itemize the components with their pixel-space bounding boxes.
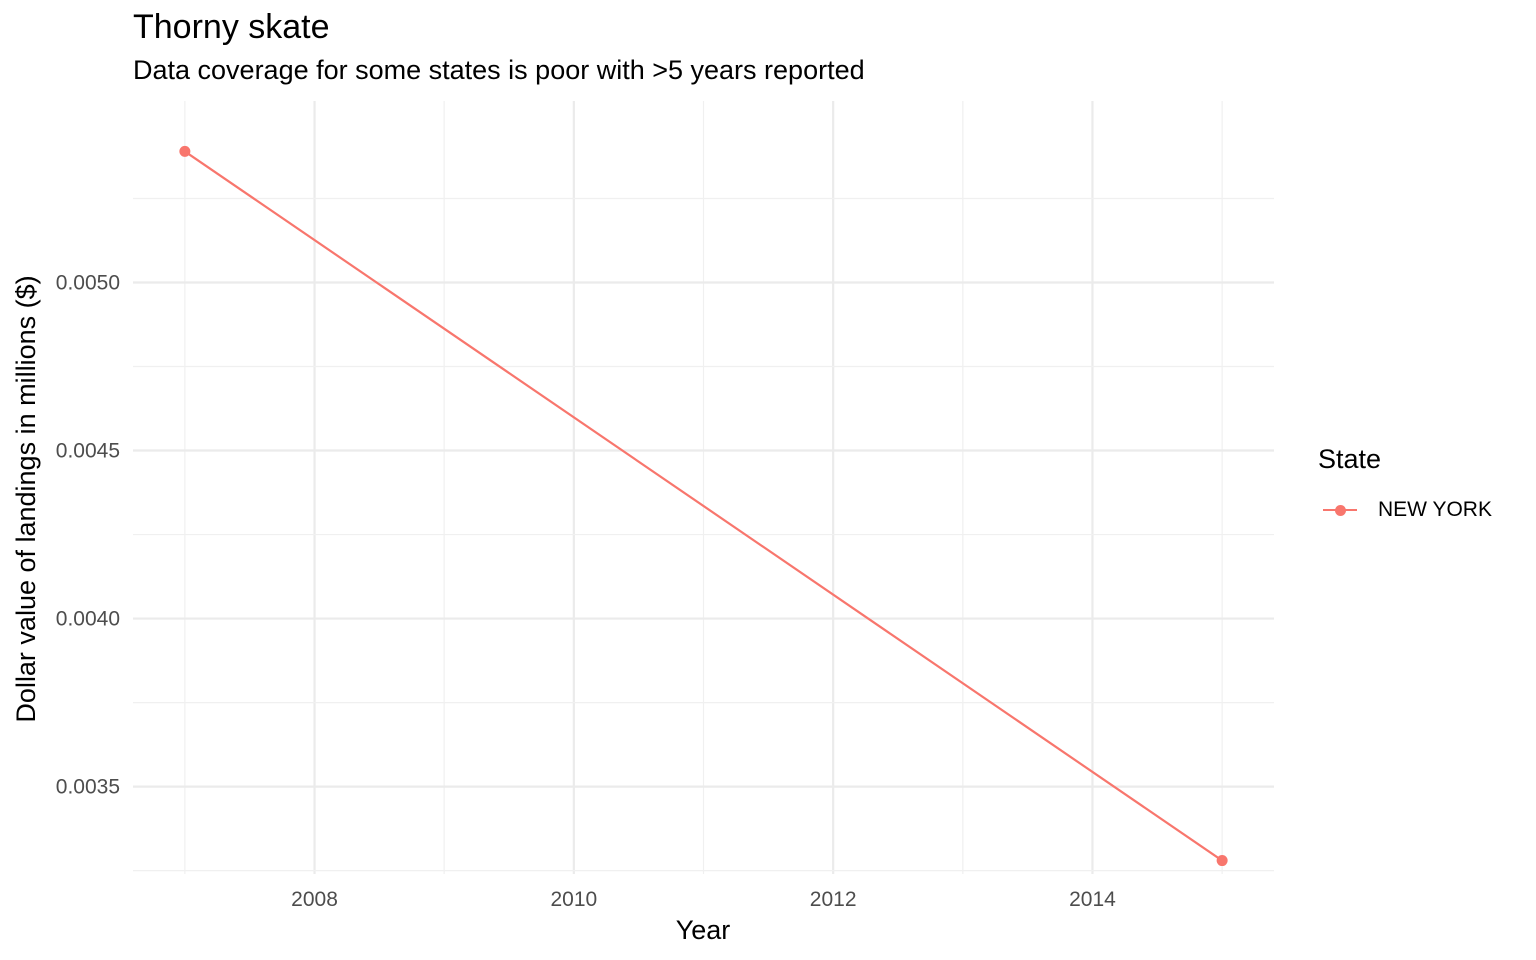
y-axis-title: Dollar value of landings in millions ($) — [11, 275, 41, 722]
x-tick-label: 2008 — [291, 888, 338, 911]
data-point — [1216, 855, 1228, 867]
chart-title: Thorny skate — [133, 8, 330, 46]
x-tick-label: 2010 — [550, 888, 597, 911]
legend-key — [1318, 495, 1362, 525]
legend-title: State — [1318, 444, 1382, 474]
grid-lines — [133, 101, 1274, 874]
x-tick-label: 2014 — [1069, 888, 1116, 911]
chart-subtitle: Data coverage for some states is poor wi… — [133, 55, 865, 85]
tick-labels: 2008 2010 2012 2014 0.0035 0.0040 0.0045 0.0050 — [56, 271, 1116, 911]
legend-label: NEW YORK — [1378, 498, 1492, 521]
y-tick-label: 0.0050 — [56, 271, 120, 294]
series-layer — [179, 145, 1228, 867]
legend-item-new-york: NEW YORK — [1318, 495, 1492, 525]
y-tick-label: 0.0045 — [56, 440, 120, 463]
x-axis-title: Year — [676, 915, 731, 945]
legend: State NEW YORK — [1318, 444, 1492, 525]
y-tick-label: 0.0035 — [56, 776, 120, 799]
series-line-new-york — [184, 150, 1223, 862]
y-tick-label: 0.0040 — [56, 608, 120, 631]
x-tick-label: 2012 — [810, 888, 857, 911]
legend-key-dot — [1335, 505, 1346, 516]
data-point — [179, 145, 191, 157]
